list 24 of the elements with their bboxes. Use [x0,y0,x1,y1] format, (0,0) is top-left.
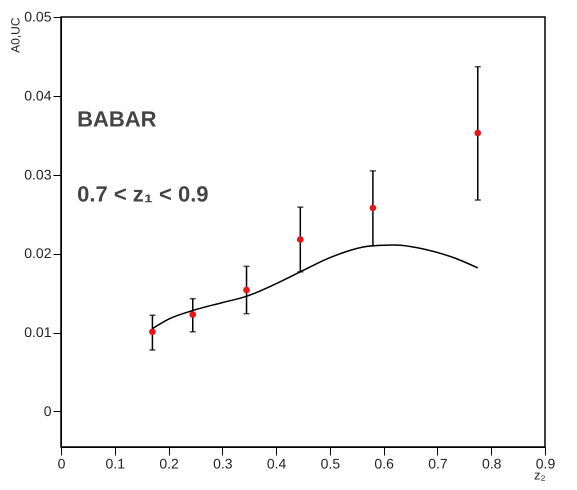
x-tick-label: 0.6 [374,456,394,472]
point [189,311,196,318]
y-tick-label: 0.03 [24,166,52,182]
x-tick-label: 0.4 [266,456,287,472]
x-tick-label: 0.2 [159,456,179,472]
point [149,328,156,336]
point [370,204,376,212]
x-tick-label: 0.7 [428,456,448,472]
x-tick-label: 0 [58,456,66,472]
y-tick-label: 0.01 [24,324,52,340]
point [474,130,482,136]
x-tick-label: 0.5 [320,456,340,472]
y-tick-label: 0.04 [24,87,52,104]
point [296,236,304,243]
y-tick-label: 0 [44,402,52,419]
x-tick-label: 0.3 [213,456,233,472]
y-tick-label: 0.02 [24,245,52,262]
y-axis-title: A0,UC [8,17,22,53]
point [243,286,250,294]
y-tick-label: 0.05 [24,8,52,24]
x-tick-label: 0.8 [482,456,502,472]
annotation: 0.7 < z₁ < 0.9 [77,182,209,207]
annotation: BABAR [77,106,157,132]
x-tick-label: 0.1 [106,456,126,472]
